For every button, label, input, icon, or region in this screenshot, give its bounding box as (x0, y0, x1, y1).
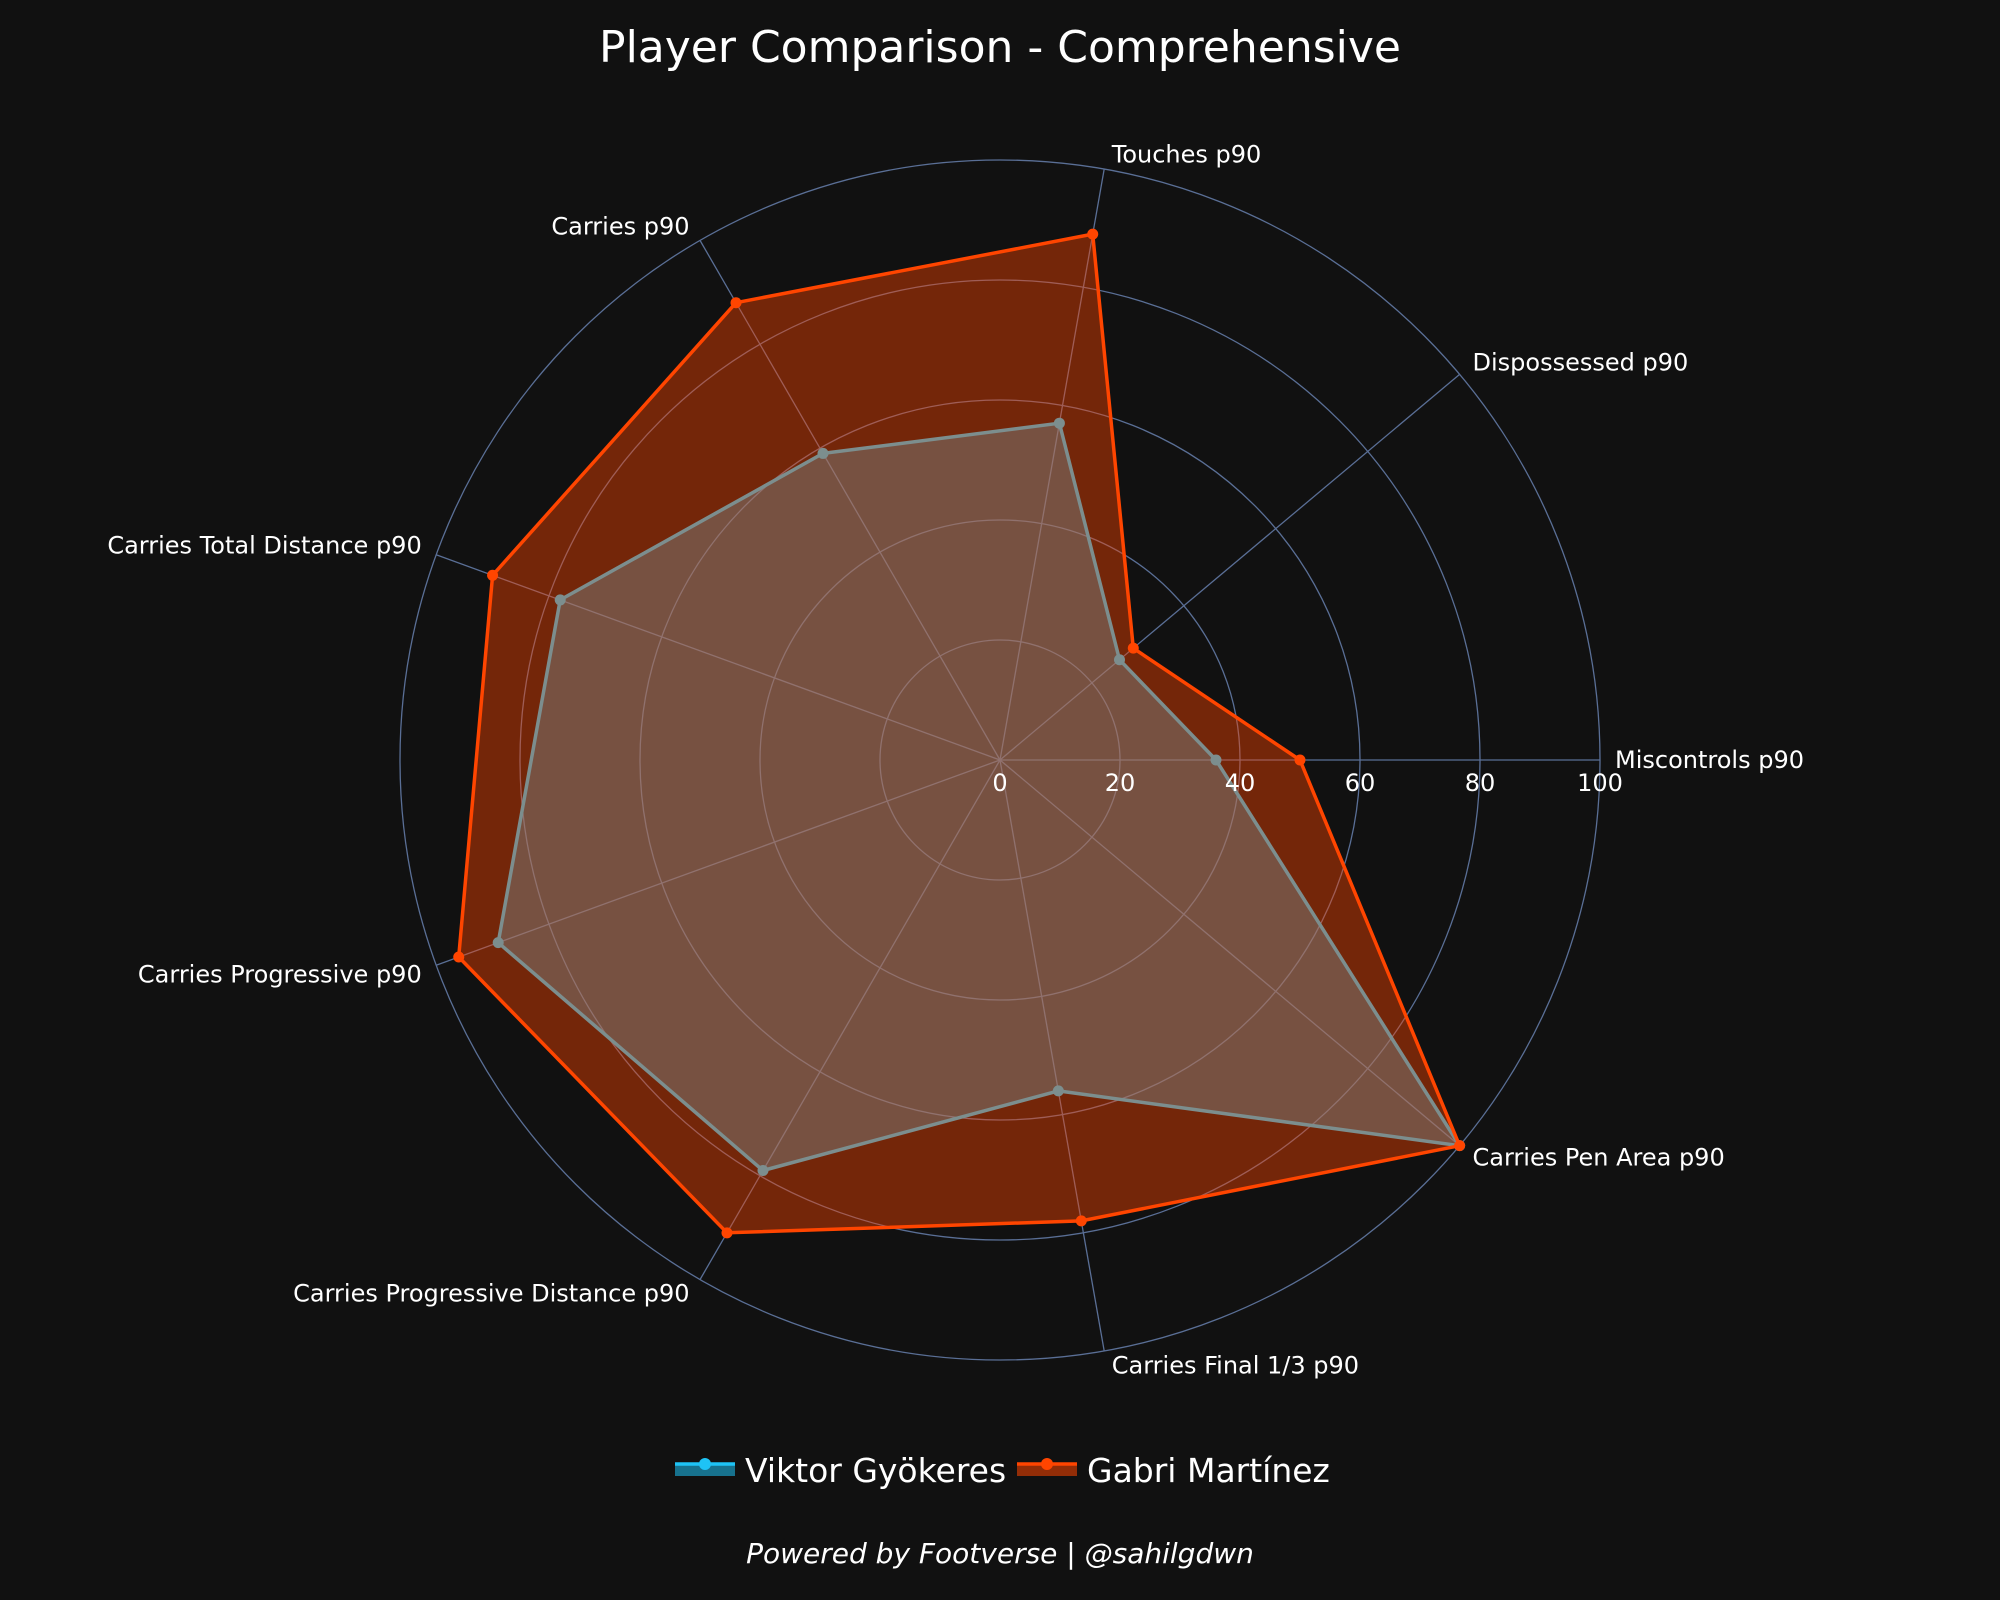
footer-credit: Powered by Footverse | @sahilgdwn (746, 1537, 1254, 1570)
series-0-point-5 (492, 937, 504, 949)
axis-label-5: Carries Progressive p90 (138, 960, 422, 988)
legend-label-1: Gabri Martínez (1087, 1451, 1330, 1490)
legend-marker-1 (1041, 1458, 1053, 1470)
series-0-point-1 (1114, 654, 1126, 666)
series-0-point-6 (757, 1164, 769, 1176)
spoke-5 (435, 759, 1001, 966)
axis-label-4: Carries Total Distance p90 (107, 532, 421, 560)
radial-tick-label-20: 20 (1105, 769, 1136, 797)
radial-tick-label-60: 60 (1345, 769, 1376, 797)
radial-tick-label-40: 40 (1225, 769, 1256, 797)
legend-marker-0 (699, 1458, 711, 1470)
chart-title: Player Comparison - Comprehensive (599, 22, 1401, 73)
spoke-1 (999, 373, 1461, 761)
series-1-point-8 (1454, 1140, 1466, 1152)
series-0-point-4 (554, 594, 566, 606)
radial-tick-label-0: 0 (992, 769, 1007, 797)
legend-label-0: Viktor Gyökeres (745, 1451, 1006, 1490)
radial-tick-label-80: 80 (1465, 769, 1496, 797)
axis-label-8: Carries Pen Area p90 (1473, 1143, 1725, 1171)
spoke-8 (999, 759, 1461, 1147)
legend: Viktor Gyökeres Gabri Martínez (675, 1451, 1330, 1490)
radar-series (453, 228, 1466, 1239)
series-0-point-7 (1052, 1085, 1064, 1097)
spoke-6 (699, 759, 1001, 1280)
series-area-1 (458, 234, 1460, 1233)
series-1-point-2 (1087, 228, 1099, 240)
series-line-0 (496, 421, 1462, 1173)
axis-label-2: Touches p90 (1111, 140, 1262, 168)
series-1-point-3 (730, 297, 742, 309)
series-1-point-6 (721, 1227, 733, 1239)
series-line-1 (456, 232, 1462, 1235)
spoke-7 (999, 759, 1105, 1351)
axis-label-3: Carries p90 (551, 213, 689, 241)
spoke-2 (999, 169, 1105, 761)
spoke-4 (435, 554, 1001, 761)
series-1-point-0 (1294, 754, 1306, 766)
series-1-point-7 (1075, 1215, 1087, 1227)
axis-label-6: Carries Progressive Distance p90 (293, 1279, 689, 1307)
series-1-point-1 (1127, 642, 1139, 654)
axis-label-7: Carries Final 1/3 p90 (1112, 1352, 1359, 1380)
series-1-point-4 (487, 569, 499, 581)
series-area-0 (498, 423, 1460, 1171)
axis-label-0: Miscontrols p90 (1615, 746, 1804, 774)
spoke-3 (699, 240, 1001, 761)
series-0-point-2 (1053, 417, 1065, 429)
series-0-point-0 (1210, 754, 1222, 766)
radial-tick-label-100: 100 (1577, 769, 1623, 797)
axis-label-1: Dispossessed p90 (1473, 349, 1689, 377)
series-1-point-5 (453, 951, 465, 963)
series-0-point-3 (817, 447, 829, 459)
